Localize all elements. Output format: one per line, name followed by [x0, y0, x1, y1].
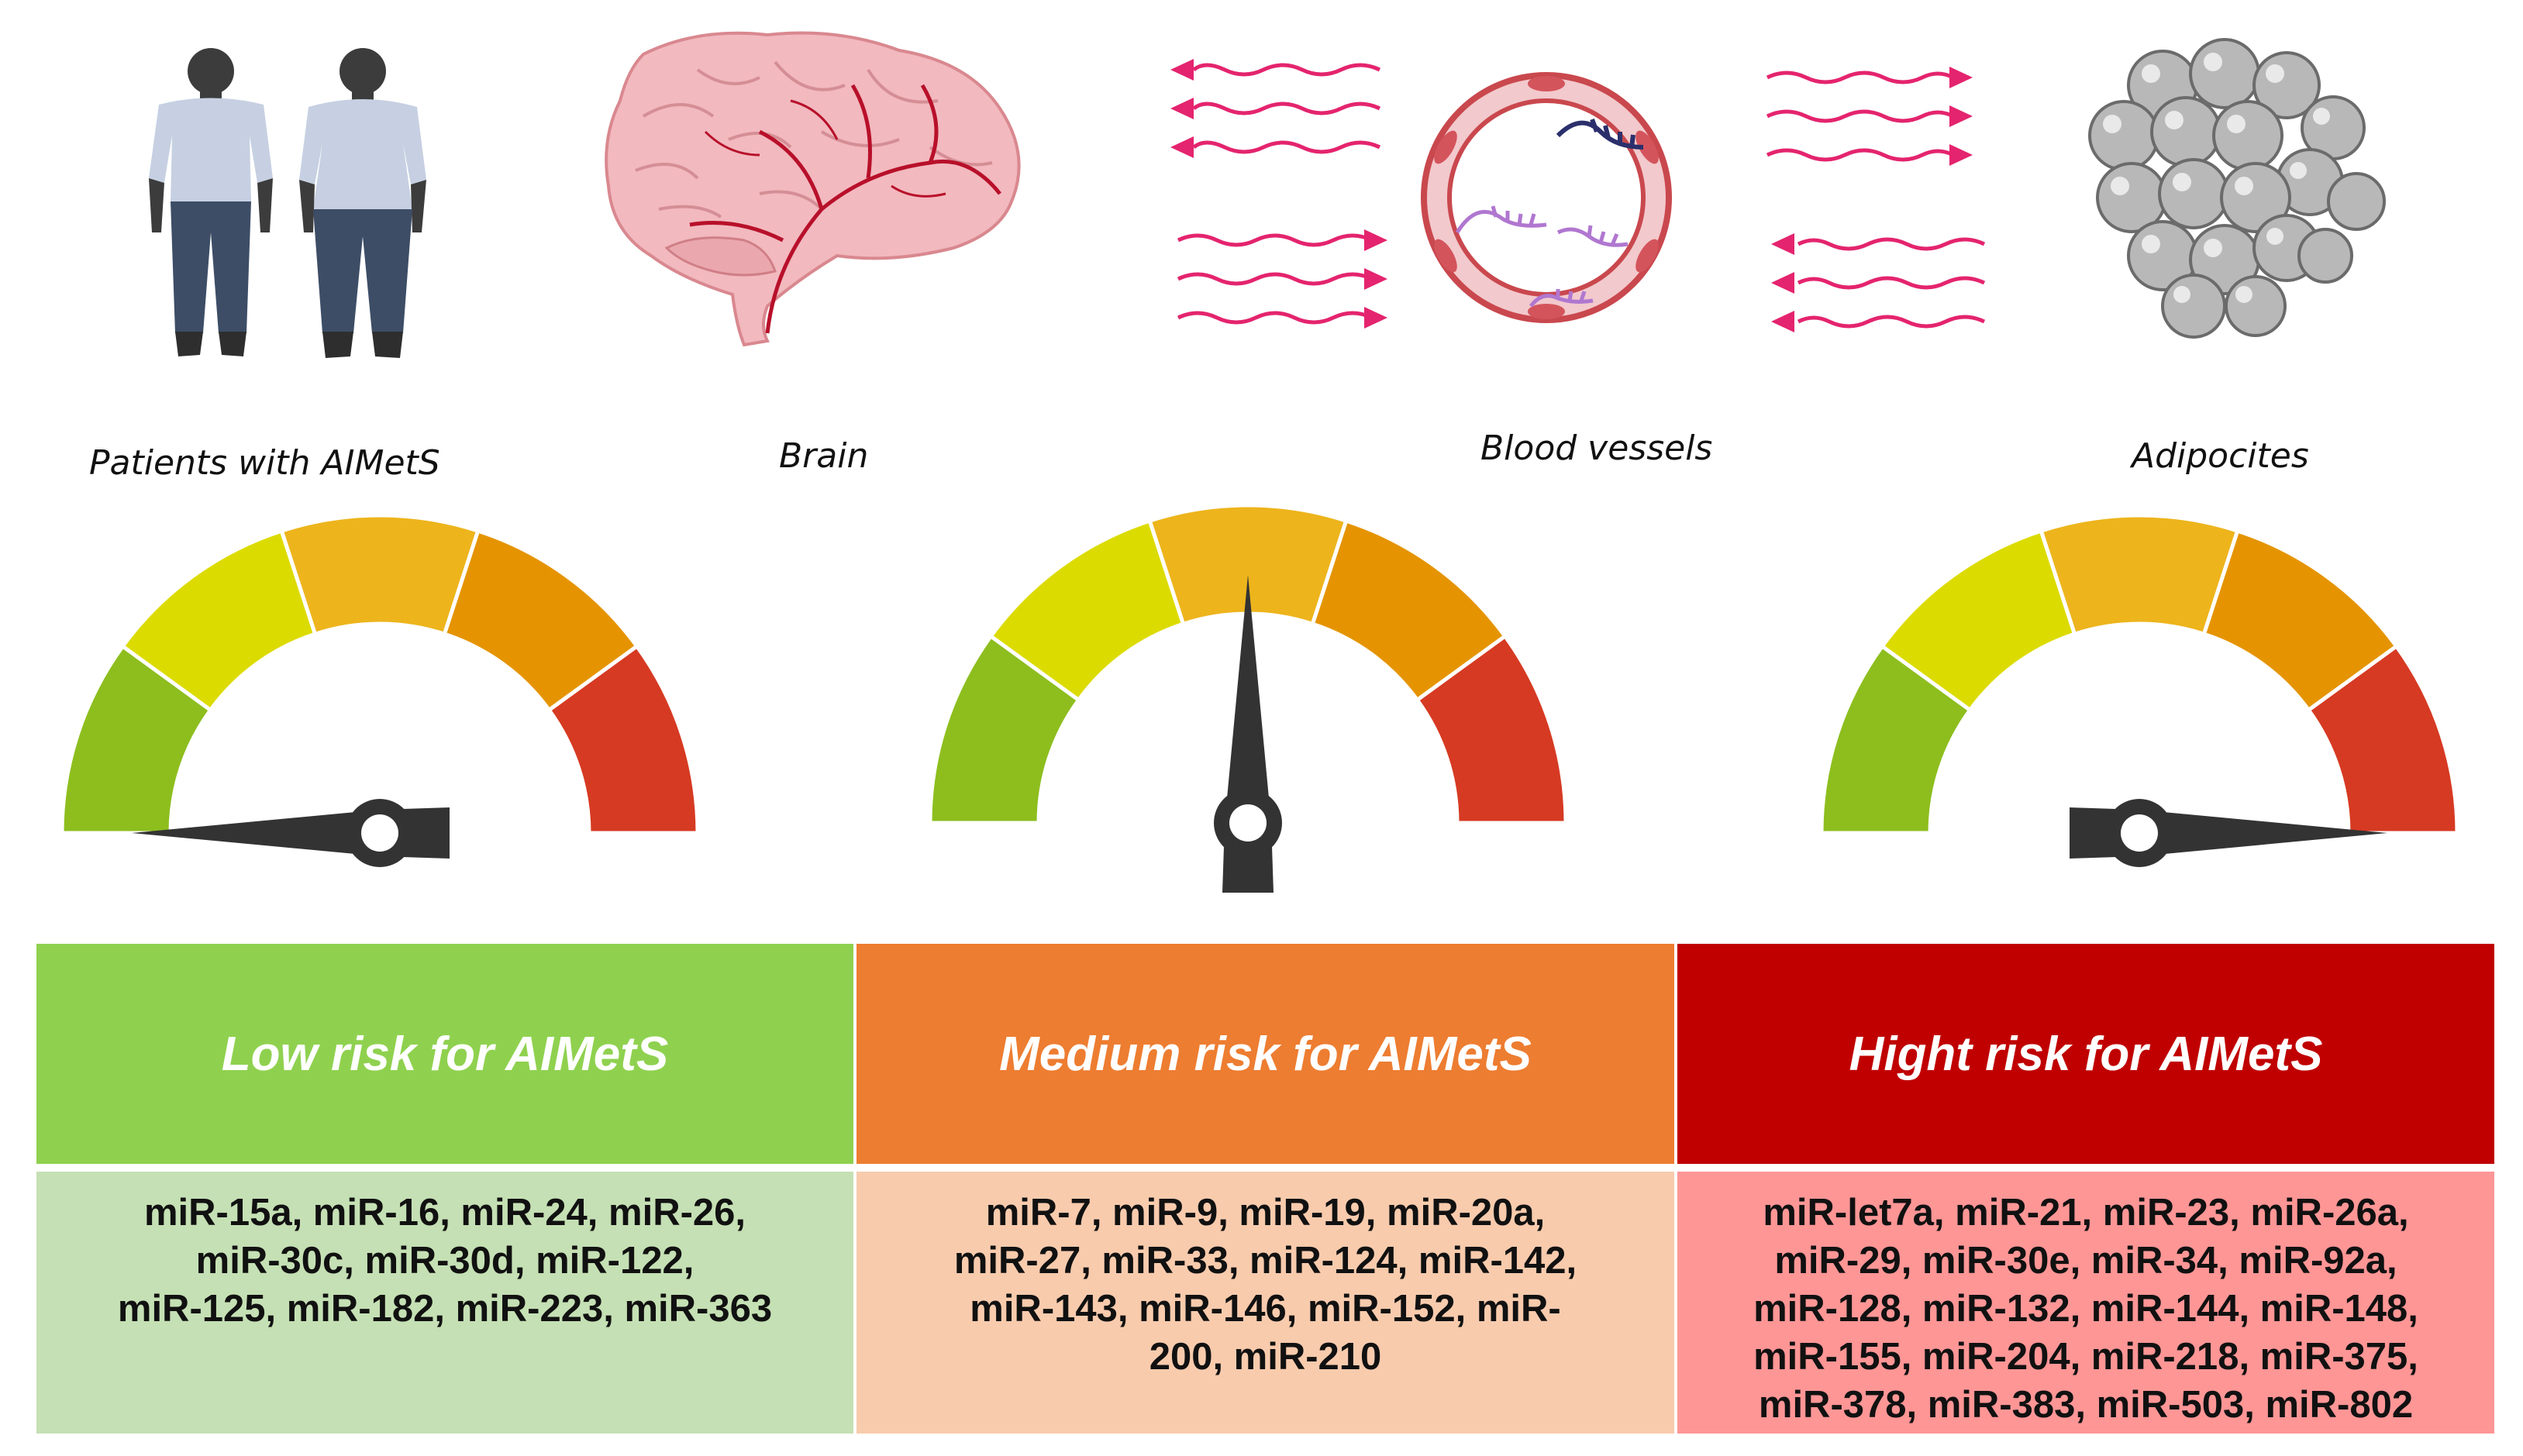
- mirna-line: miR-128, miR-132, miR-144, miR-148,: [1753, 1288, 2418, 1330]
- gauge-medium-risk: [928, 503, 1568, 893]
- gauge-high-risk: [1819, 513, 2459, 867]
- caption-adipocytes: Adipocites: [2132, 436, 2309, 476]
- gauge-hub-hole: [361, 814, 398, 852]
- mirna-line: miR-15a, miR-16, miR-24, miR-26,: [143, 1192, 746, 1234]
- person-icon: [299, 48, 426, 358]
- gauge-segment: [1414, 633, 1568, 825]
- signal-arrows-left: [1177, 63, 1381, 325]
- mirna-line: miR-let7a, miR-21, miR-23, miR-26a,: [1763, 1192, 2409, 1234]
- arrowheads-right: [1771, 67, 1973, 332]
- gauge-segment: [546, 643, 700, 835]
- mirna-line: miR-143, miR-146, miR-152, miR-: [970, 1288, 1561, 1330]
- brain-illustration: [605, 31, 1021, 347]
- signal-arrows-right: [1766, 71, 1986, 329]
- patients-illustration: [149, 48, 426, 358]
- mirna-list-medium: miR-7, miR-9, miR-19, miR-20a, miR-27, mi…: [857, 1172, 1674, 1434]
- rna-icon: [1455, 205, 1629, 308]
- mirna-list-high: miR-let7a, miR-21, miR-23, miR-26a, miR-2…: [1677, 1172, 2494, 1434]
- arrowheads-left: [1170, 59, 1387, 329]
- risk-gauges: [60, 503, 2459, 893]
- mirna-line: miR-30c, miR-30d, miR-122,: [195, 1240, 695, 1282]
- blood-vessel-illustration: [1421, 72, 1672, 323]
- mirna-line: miR-27, miR-33, miR-124, miR-142,: [953, 1240, 1577, 1282]
- illustrations: [149, 31, 2386, 358]
- mirna-line: 200, miR-210: [1149, 1336, 1382, 1378]
- header-low-risk: Low risk for AIMetS: [36, 944, 853, 1164]
- gauge-hub-hole: [2121, 814, 2158, 852]
- caption-blood-vessels: Blood vessels: [1480, 429, 1713, 468]
- mirna-line: miR-378, miR-383, miR-503, miR-802: [1758, 1384, 2414, 1426]
- header-high-risk: Hight risk for AIMetS: [1677, 944, 2494, 1164]
- caption-patients: Patients with AIMetS: [89, 443, 440, 483]
- mirna-list-low: miR-15a, miR-16, miR-24, miR-26, miR-30c,…: [36, 1172, 853, 1434]
- rna-icon: [1556, 118, 1644, 150]
- adipocytes-illustration: [2088, 38, 2386, 339]
- gauge-segment: [2305, 643, 2459, 835]
- mirna-line: miR-155, miR-204, miR-218, miR-375,: [1753, 1336, 2418, 1378]
- gauge-hub-hole: [1229, 804, 1267, 842]
- mirna-line: miR-125, miR-182, miR-223, miR-363: [117, 1288, 773, 1330]
- person-icon: [149, 48, 273, 356]
- mirna-line: miR-29, miR-30e, miR-34, miR-92a,: [1774, 1240, 2397, 1282]
- header-medium-risk: Medium risk for AIMetS: [857, 944, 1674, 1164]
- mirna-line: miR-7, miR-9, miR-19, miR-20a,: [985, 1192, 1546, 1234]
- caption-brain: Brain: [779, 436, 869, 476]
- gauge-low-risk: [60, 513, 700, 867]
